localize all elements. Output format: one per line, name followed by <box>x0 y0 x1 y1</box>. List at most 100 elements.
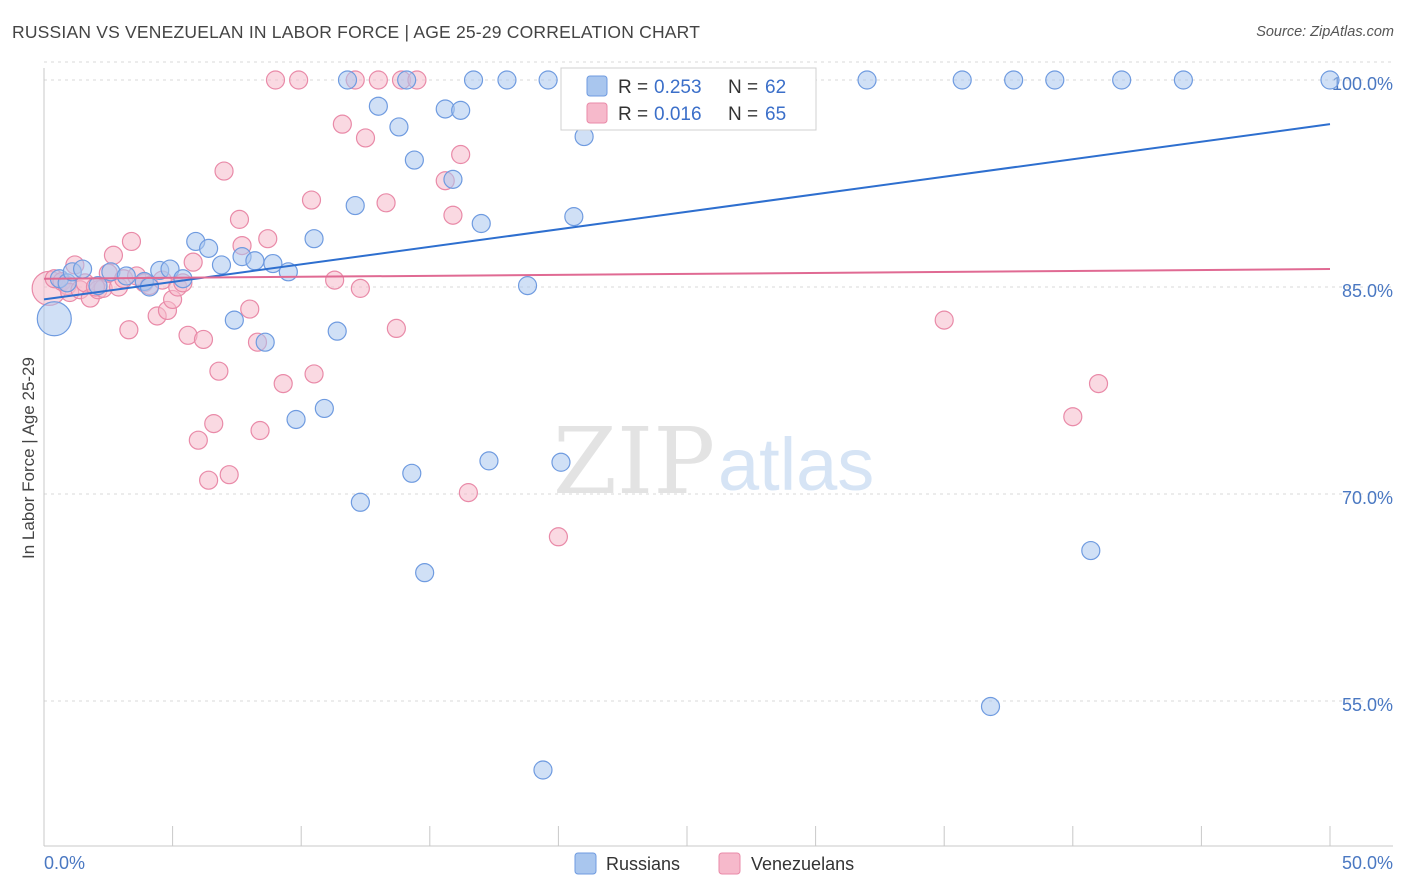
bottom-legend-russians: Russians <box>606 854 680 874</box>
russians-point-34 <box>415 563 435 583</box>
russians-point-16 <box>224 310 244 330</box>
legend-venezuelans-n-value: 65 <box>765 104 786 125</box>
legend: R = 0.253 N = 62 R = 0.016 N = 65 <box>560 67 817 131</box>
russians-point-19 <box>255 332 275 352</box>
russians-point-43 <box>533 760 553 780</box>
bottom-legend-venezuelans: Venezuelans <box>751 854 854 874</box>
russians-point-38 <box>463 70 484 90</box>
russians-point-39 <box>471 213 491 234</box>
russians-point-54 <box>952 70 972 90</box>
chart-source: Source: ZipAtlas.com <box>1256 24 1394 40</box>
venezuelans-point-53 <box>386 318 406 338</box>
russians-point-14 <box>199 238 219 258</box>
russians-point-23 <box>304 229 324 249</box>
venezuelans-point-42 <box>273 374 293 394</box>
x-tick-label-min: 0.0% <box>44 853 85 873</box>
venezuelans-point-45 <box>304 364 324 384</box>
x-tick-label-max: 50.0% <box>1342 853 1393 873</box>
legend-swatch-russians <box>586 75 608 97</box>
venezuelans-point-47 <box>332 114 352 134</box>
legend-venezuelans-r-label: R = <box>618 104 648 125</box>
venezuelans-point-49 <box>350 278 370 298</box>
russians-point-30 <box>389 117 409 137</box>
russians-point-53 <box>857 70 877 90</box>
russians-point-58 <box>1081 540 1101 561</box>
venezuelans-point-59 <box>458 483 478 503</box>
bottom-legend-swatch-venezuelans <box>718 852 741 875</box>
russians-point-4 <box>72 259 93 279</box>
venezuelans-point-28 <box>188 430 208 450</box>
bottom-legend-swatch-russians <box>574 852 597 875</box>
venezuelans-point-41 <box>265 70 286 90</box>
legend-venezuelans-r-value: 0.016 <box>654 104 702 125</box>
venezuelans-point-61 <box>934 310 954 330</box>
venezuelans-point-37 <box>240 299 260 319</box>
russians-point-25 <box>327 321 347 341</box>
russians-point-5 <box>88 276 108 296</box>
russians-point-15 <box>211 255 232 275</box>
russians-point-22 <box>286 409 306 430</box>
russians-point-40 <box>479 451 499 471</box>
venezuelans-point-30 <box>199 470 219 490</box>
y-axis-title: In Labor Force | Age 25-29 <box>19 357 38 559</box>
russians-point-60 <box>1173 70 1193 90</box>
venezuelans-point-43 <box>289 70 309 90</box>
venezuelans-point-15 <box>119 320 139 340</box>
russians-point-46 <box>564 207 584 227</box>
venezuelans-point-39 <box>250 420 270 441</box>
russians-point-57 <box>1045 70 1065 90</box>
y-tick-label-55: 55.0% <box>1342 695 1393 715</box>
russians-point-7 <box>116 266 136 286</box>
venezuelans-point-62 <box>1063 407 1083 427</box>
venezuelans-point-34 <box>219 465 239 485</box>
russians-trend-line <box>43 123 1331 301</box>
y-tick-label-85: 85.0% <box>1342 281 1393 301</box>
russians-point-44 <box>538 70 558 90</box>
venezuelans-point-40 <box>258 229 278 249</box>
legend-russians-r-label: R = <box>618 77 648 98</box>
russians-point-61 <box>1320 70 1340 90</box>
venezuelans-point-63 <box>1088 374 1109 394</box>
russians-point-32 <box>402 463 422 483</box>
russians-point-29 <box>368 96 388 116</box>
russians-point-31 <box>397 70 417 90</box>
russians-point-28 <box>350 492 370 512</box>
x-axis-ticks <box>43 826 1331 846</box>
venezuelans-point-46 <box>325 270 345 290</box>
russians-point-56 <box>1004 70 1024 90</box>
venezuelans-point-16 <box>121 231 142 252</box>
russians-point-9 <box>139 277 160 297</box>
y-tick-label-70: 70.0% <box>1342 488 1393 508</box>
russians-point-36 <box>443 169 463 189</box>
y-tick-label-100: 100.0% <box>1332 74 1393 94</box>
russians-point-59 <box>1112 70 1132 90</box>
russians-point-27 <box>345 195 365 216</box>
venezuelans-point-50 <box>355 128 376 148</box>
legend-swatch-venezuelans <box>586 102 608 124</box>
russians-point-24 <box>314 398 334 419</box>
legend-russians-r-value: 0.253 <box>654 77 702 98</box>
russians-point-0 <box>36 301 72 337</box>
russians-point-42 <box>517 276 538 296</box>
venezuelans-point-27 <box>183 252 203 272</box>
bottom-legend: Russians Venezuelans <box>574 852 854 875</box>
russians-point-45 <box>551 452 571 472</box>
legend-russians-n-label: N = <box>728 77 758 98</box>
venezuelans-point-44 <box>301 190 322 210</box>
venezuelans-trend-line <box>43 268 1331 280</box>
venezuelans-point-57 <box>443 205 463 225</box>
legend-russians-n-value: 62 <box>765 77 786 98</box>
russians-point-55 <box>980 696 1001 717</box>
venezuelans-point-60 <box>548 527 569 547</box>
grid-lines <box>44 61 1393 702</box>
venezuelans-point-12 <box>103 245 124 265</box>
venezuelans-point-35 <box>229 209 250 229</box>
y-tick-labels: 55.0% 70.0% 85.0% 100.0% <box>1332 74 1393 715</box>
venezuelans-point-51 <box>368 70 388 90</box>
venezuelans-point-33 <box>214 161 234 181</box>
watermark-zip: ZIP <box>553 408 715 515</box>
russians-point-37 <box>451 100 471 120</box>
russians-point-41 <box>497 70 517 90</box>
venezuelans-point-32 <box>209 361 229 381</box>
